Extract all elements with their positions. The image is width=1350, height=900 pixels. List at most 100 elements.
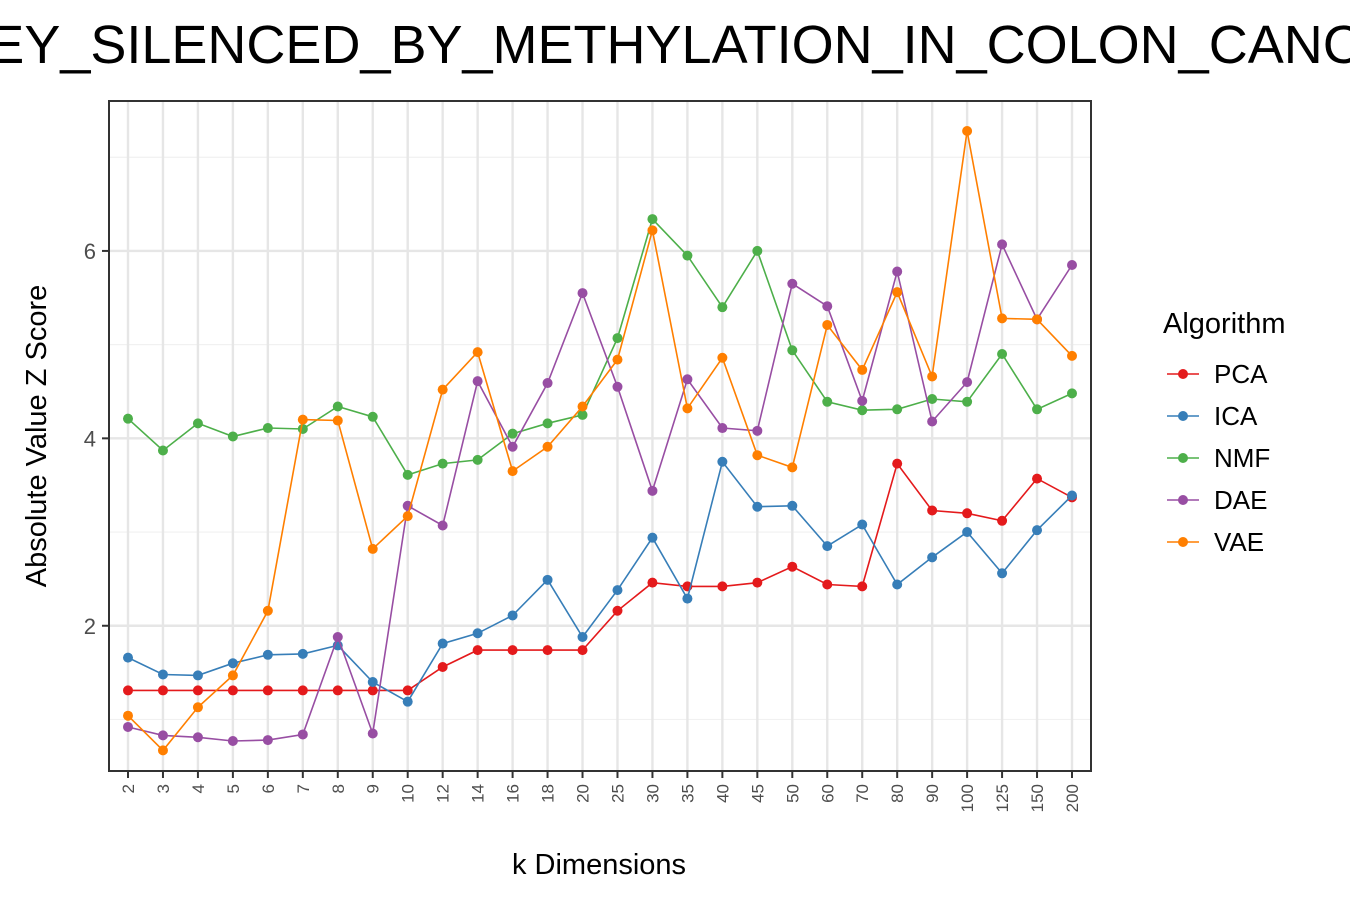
series-line-dae	[127, 242, 1073, 742]
data-point-vae	[123, 710, 133, 721]
legend-key-point	[1178, 411, 1188, 421]
legend-label-dae: DAE	[1214, 485, 1267, 515]
data-point-ica	[857, 519, 868, 530]
data-point-dae	[647, 485, 658, 496]
y-tick-label: 4	[84, 426, 96, 451]
data-point-nmf	[787, 345, 798, 356]
data-point-nmf	[717, 302, 728, 313]
x-tick-label: 100	[958, 784, 977, 812]
data-point-nmf	[472, 454, 483, 465]
series-line-pca	[128, 461, 1073, 692]
minor-gridlines	[109, 156, 1091, 721]
data-point-pca	[717, 581, 728, 592]
data-point-pca	[962, 508, 973, 519]
data-point-ica	[437, 638, 448, 649]
data-point-pca	[787, 561, 798, 572]
data-point-pca	[752, 577, 763, 588]
data-point-vae	[367, 543, 378, 554]
data-point-nmf	[157, 445, 168, 456]
x-tick-label: 30	[643, 784, 662, 803]
data-point-vae	[927, 371, 938, 382]
data-point-pca	[1032, 473, 1043, 484]
x-tick-label: 60	[818, 784, 837, 803]
y-tick-label: 2	[84, 614, 96, 639]
data-point-vae	[822, 319, 833, 330]
data-point-vae	[262, 605, 273, 616]
data-point-pca	[227, 685, 238, 696]
data-point-nmf	[297, 423, 308, 434]
data-point-dae	[682, 374, 693, 385]
data-point-dae	[192, 732, 203, 743]
x-tick-label: 7	[294, 784, 313, 793]
data-point-dae	[437, 520, 448, 531]
data-point-ica	[157, 669, 168, 680]
data-point-ica	[647, 532, 658, 543]
data-point-nmf	[997, 349, 1008, 360]
data-point-vae	[402, 511, 413, 522]
data-point-dae	[297, 729, 308, 740]
data-point-ica	[262, 649, 273, 660]
data-point-nmf	[1067, 388, 1077, 399]
data-point-dae	[612, 381, 623, 392]
data-point-dae	[717, 423, 728, 434]
data-point-nmf	[542, 418, 553, 429]
x-tick-label: 20	[574, 784, 593, 803]
legend: Algorithm PCA ICA NMF DAE VAE	[1163, 308, 1286, 557]
data-point-dae	[472, 376, 483, 387]
data-point-ica	[682, 593, 693, 604]
x-tick-label: 9	[364, 784, 383, 793]
y-axis-title: Absolute Value Z Score	[21, 285, 53, 588]
data-point-ica	[1032, 525, 1043, 536]
x-tick-label: 150	[1028, 784, 1047, 812]
data-point-vae	[542, 441, 553, 452]
data-point-pca	[437, 661, 448, 672]
data-point-ica	[787, 500, 798, 511]
chart-title: EY_SILENCED_BY_METHYLATION_IN_COLON_CANC	[0, 15, 1350, 75]
data-point-pca	[542, 645, 553, 656]
data-point-pca	[297, 685, 308, 696]
data-point-vae	[612, 354, 623, 365]
data-point-vae	[997, 313, 1008, 324]
data-point-nmf	[507, 428, 518, 439]
data-point-nmf	[332, 401, 343, 412]
data-point-ica	[822, 541, 833, 552]
data-point-nmf	[437, 458, 448, 469]
x-tick-label: 12	[434, 784, 453, 803]
legend-label-pca: PCA	[1214, 359, 1268, 389]
data-point-pca	[577, 645, 588, 656]
data-point-nmf	[892, 404, 903, 415]
data-point-vae	[227, 670, 238, 681]
data-point-ica	[997, 568, 1008, 579]
data-point-nmf	[682, 250, 693, 261]
data-point-pca	[822, 579, 833, 590]
x-tick-label: 80	[888, 784, 907, 803]
data-point-ica	[892, 579, 903, 590]
data-point-ica	[472, 628, 483, 639]
data-point-nmf	[647, 214, 658, 225]
data-point-vae	[647, 225, 658, 236]
data-point-nmf	[857, 405, 868, 416]
data-point-vae	[787, 462, 798, 473]
data-point-vae	[297, 414, 308, 425]
data-point-vae	[437, 384, 448, 395]
data-point-vae	[857, 364, 868, 375]
y-axis: 2 4 6	[84, 239, 109, 639]
data-point-ica	[962, 527, 973, 538]
series-layer	[123, 125, 1077, 756]
data-point-nmf	[612, 333, 623, 344]
legend-label-ica: ICA	[1214, 401, 1258, 431]
data-point-nmf	[367, 411, 378, 422]
data-point-vae	[192, 702, 203, 713]
data-point-ica	[717, 456, 728, 467]
data-point-pca	[332, 685, 343, 696]
data-point-pca	[262, 685, 273, 696]
data-point-dae	[892, 266, 903, 277]
x-tick-label: 45	[748, 784, 767, 803]
data-point-nmf	[192, 418, 203, 429]
data-point-pca	[647, 577, 658, 588]
legend-title: Algorithm	[1163, 308, 1286, 340]
x-axis: 2 3 4 5 6 7 8 9 10 12 14 16 18 20 25 30 35 40 45 50 60 70 80 90…	[119, 771, 1082, 812]
series-line-vae	[127, 130, 1073, 752]
data-point-ica	[612, 585, 623, 596]
data-point-nmf	[822, 396, 833, 407]
